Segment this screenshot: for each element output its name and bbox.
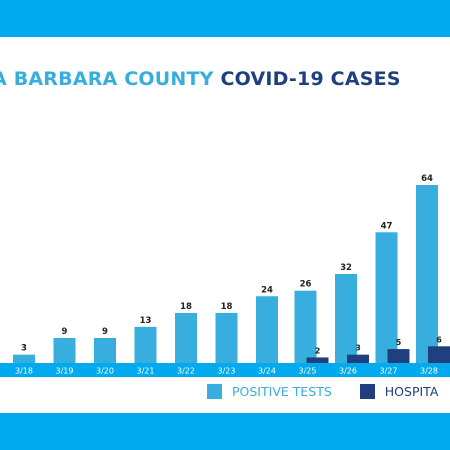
legend-swatch-hospitalized [359,384,375,399]
x-tick-label: 3/27 [380,367,398,376]
bar-positive [335,274,357,363]
bar-positive [294,290,317,363]
bar-positive [13,354,35,363]
legend-item-positive: POSITIVE TESTS [207,384,332,399]
legend-swatch-positive [207,384,222,399]
x-tick-label: 3/21 [137,367,155,376]
x-tick-label: 3/19 [56,367,74,376]
bar-positive [134,326,157,363]
data-label-hospitalized: 6 [436,335,442,344]
bar-positive [375,232,398,363]
data-label-positive: 64 [421,174,433,184]
x-tick-label: 3/23 [218,367,236,376]
bar-positive [256,296,278,363]
bar-hospitalized [347,354,369,363]
chart-card: A BARBARA COUNTY COVID-19 CASES 3 3/18 9 3/… [0,37,450,413]
x-tick-label: 3/28 [420,367,438,376]
bar-chart: 3 3/18 9 3/19 9 3/20 13 3/21 18 3/22 18 3/23 24 3/24 2… [0,174,450,377]
data-label-hospitalized: 5 [396,338,402,347]
bar-positive [94,337,116,363]
data-label-positive: 24 [261,285,273,295]
x-tick-label: 3/26 [339,367,357,376]
x-tick-label: 3/25 [299,367,317,376]
data-label-positive: 3 [21,344,27,354]
data-label-positive: 26 [300,280,312,290]
data-label-hospitalized: 2 [315,346,321,355]
data-label-positive: 47 [381,221,393,231]
bar-hospitalized [387,349,410,363]
chart-title: A BARBARA COUNTY COVID-19 CASES [0,68,401,90]
data-label-positive: 9 [62,327,68,337]
bar-positive [416,185,438,363]
data-label-hospitalized: 3 [355,344,361,353]
data-label-positive: 9 [102,327,108,337]
bar-hospitalized [306,357,329,363]
data-label-positive: 18 [180,302,192,312]
x-tick-label: 3/18 [15,367,33,376]
x-tick-label: 3/22 [177,367,195,376]
chart-title-county: A BARBARA COUNTY [0,68,214,90]
legend-label-positive: POSITIVE TESTS [232,384,332,399]
data-label-positive: 13 [140,316,152,326]
chart-legend: POSITIVE TESTS HOSPITA [207,384,450,399]
bar-positive [175,312,197,363]
data-label-positive: 18 [221,302,233,312]
x-tick-label: 3/20 [96,367,114,376]
x-axis-band [0,363,450,377]
bar-positive [215,312,238,363]
x-tick-label: 3/24 [258,367,276,376]
legend-label-hospitalized: HOSPITA [384,384,439,399]
chart-title-cases: COVID-19 CASES [220,68,401,90]
data-label-positive: 32 [340,263,352,273]
bar-hospitalized [428,346,450,363]
legend-item-hospitalized: HOSPITA [359,384,439,399]
bar-positive [53,337,76,363]
